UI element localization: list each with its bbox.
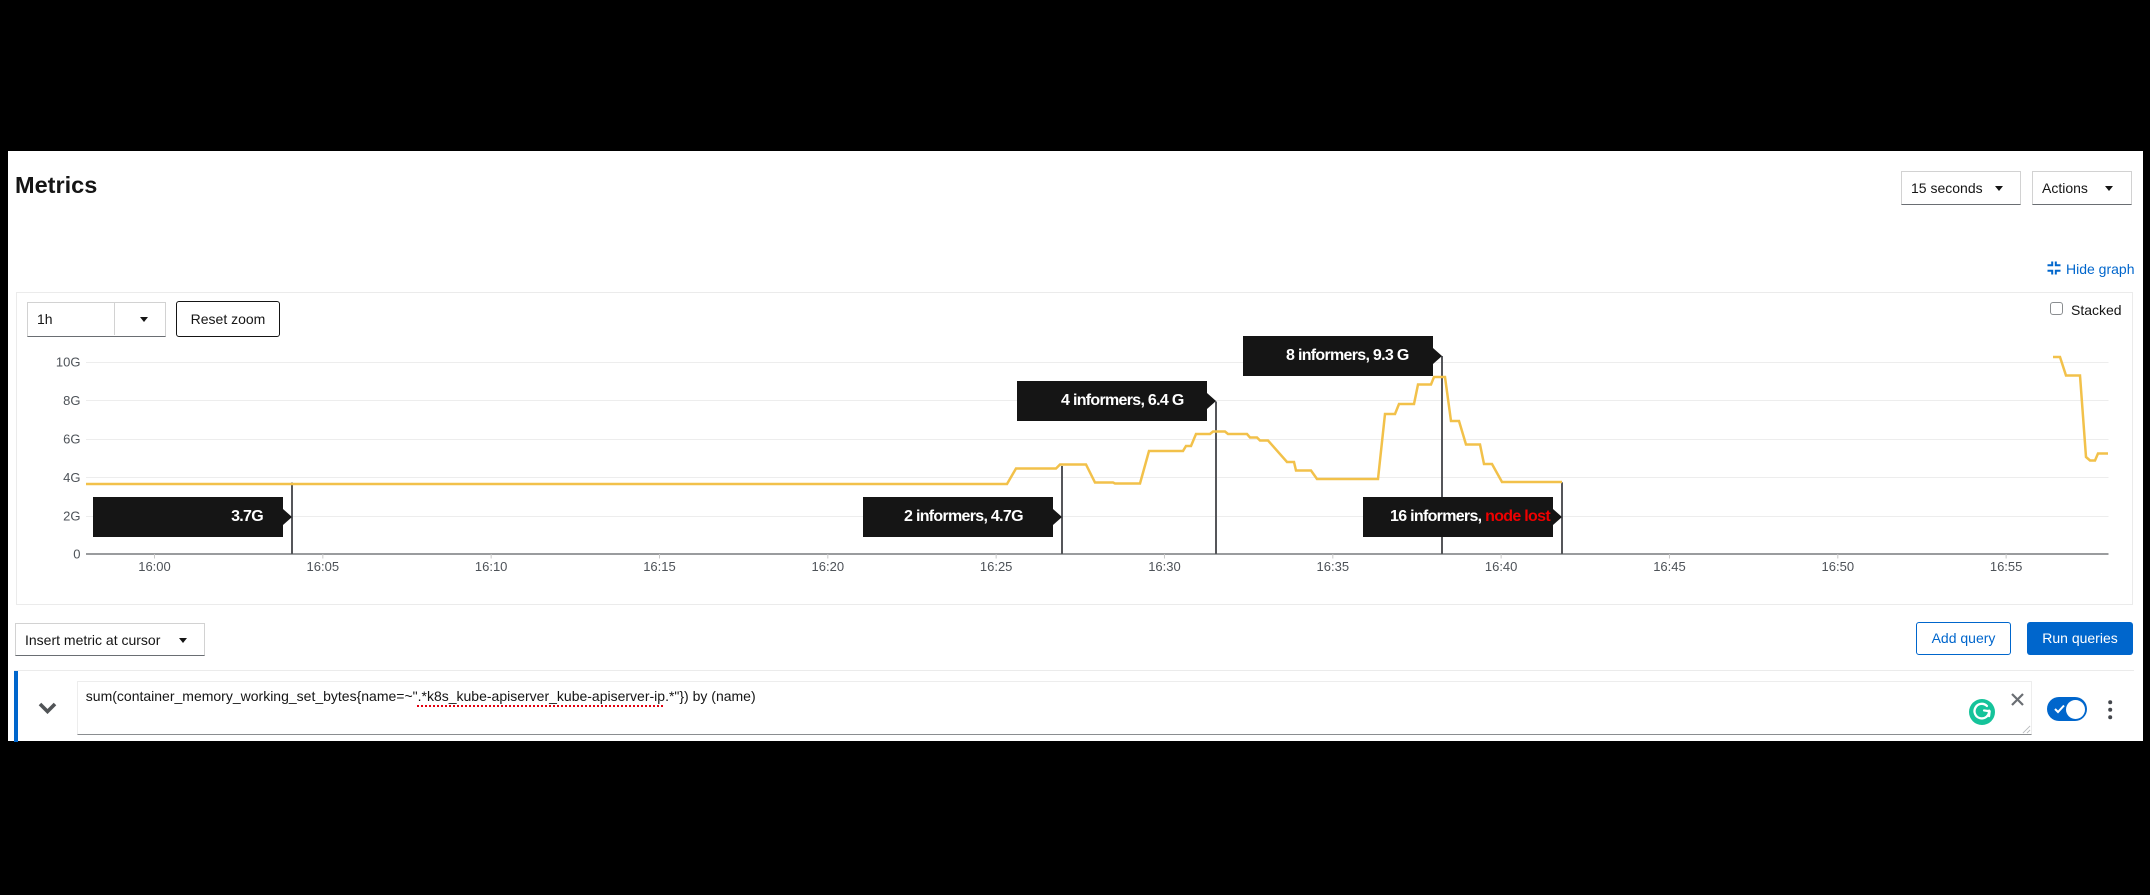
svg-text:16:45: 16:45: [1653, 559, 1686, 574]
svg-text:16:20: 16:20: [812, 559, 845, 574]
svg-text:16:50: 16:50: [1822, 559, 1855, 574]
svg-text:16:15: 16:15: [643, 559, 676, 574]
svg-text:16:35: 16:35: [1317, 559, 1350, 574]
svg-text:16:30: 16:30: [1148, 559, 1181, 574]
svg-text:2G: 2G: [63, 509, 80, 524]
svg-text:16:10: 16:10: [475, 559, 508, 574]
svg-text:10G: 10G: [56, 355, 81, 370]
svg-text:16:00: 16:00: [138, 559, 171, 574]
svg-text:0: 0: [73, 547, 80, 562]
svg-text:16:40: 16:40: [1485, 559, 1518, 574]
svg-text:4G: 4G: [63, 470, 80, 485]
svg-text:16:25: 16:25: [980, 559, 1013, 574]
svg-text:8G: 8G: [63, 393, 80, 408]
svg-text:16:55: 16:55: [1990, 559, 2023, 574]
svg-text:6G: 6G: [63, 432, 80, 447]
svg-text:16:05: 16:05: [307, 559, 340, 574]
